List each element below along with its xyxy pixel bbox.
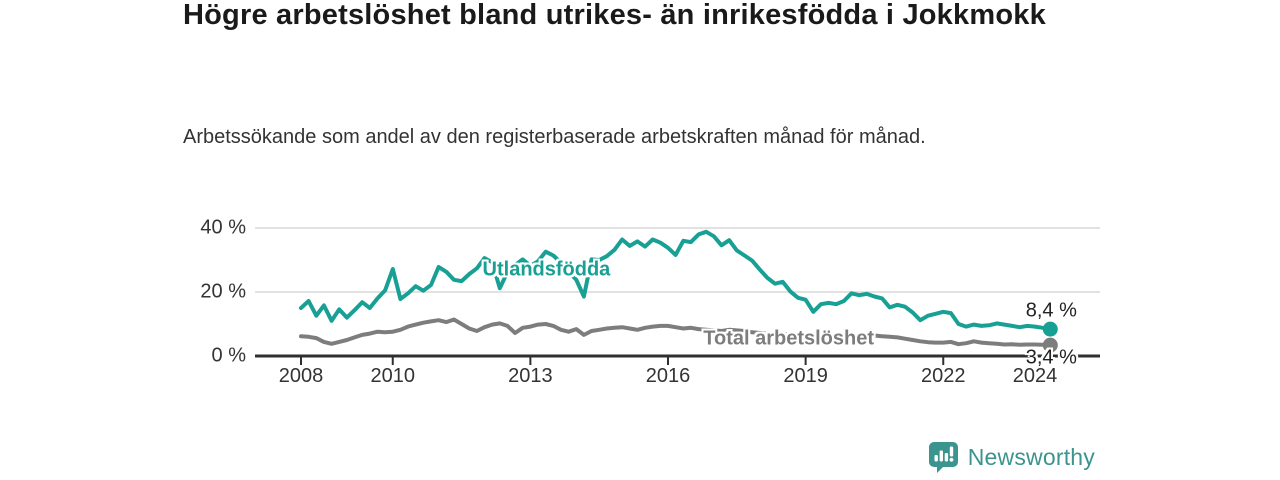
series-end-dot	[1042, 337, 1058, 353]
series-end-value-label: 3,4 %	[1025, 346, 1077, 369]
y-tick-label: 0 %	[211, 344, 246, 367]
x-tick-label: 2019	[783, 365, 828, 387]
branding: Newsworthy	[928, 441, 1095, 474]
x-tick-label: 2022	[921, 365, 966, 387]
chart-title: Högre arbetslöshet bland utrikes- än inr…	[183, 0, 1046, 31]
series-label-total-arbetsl-shet: Total arbetslöshet	[703, 327, 875, 350]
y-tick-label: 20 %	[200, 280, 246, 303]
x-tick-label: 2013	[508, 365, 553, 387]
x-tick-label: 2024	[1012, 365, 1058, 387]
x-tick-label: 2016	[645, 365, 691, 387]
series-line-utlandsf-dda	[299, 229, 1053, 332]
series-end-value-label: 8,4 %	[1025, 299, 1077, 322]
x-tick-label: 2010	[370, 365, 416, 387]
branding-name: Newsworthy	[967, 444, 1095, 470]
y-tick-label: 40 %	[200, 216, 246, 239]
chart-subtitle: Arbetssökande som andel av den registerb…	[183, 126, 926, 148]
series-end-dot	[1042, 321, 1058, 337]
x-tick-label: 2008	[278, 365, 324, 387]
newsworthy-bars-pin-icon	[928, 442, 958, 473]
series-label-utlandsf-dda: Utlandsfödda	[482, 258, 611, 281]
series-line-total-arbetsl-shet	[299, 317, 1053, 348]
